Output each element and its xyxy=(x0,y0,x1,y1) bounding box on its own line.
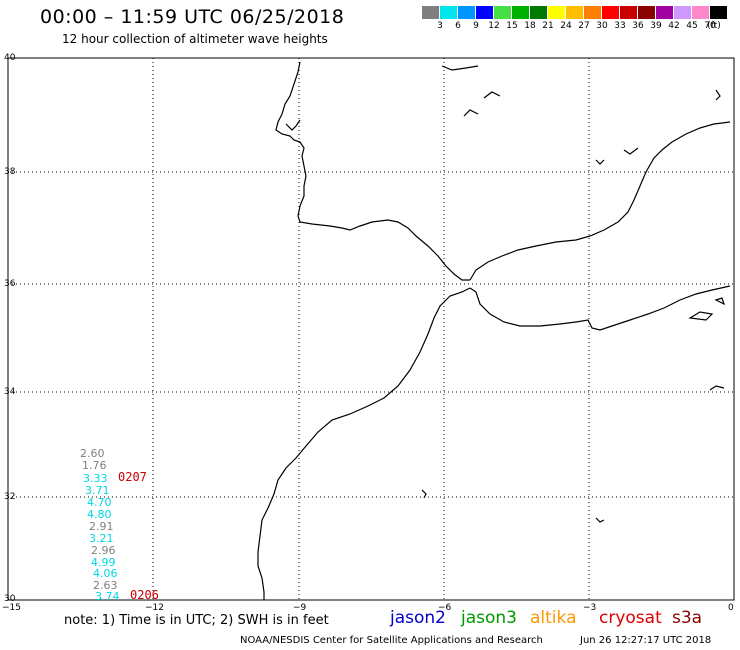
spain-interior-border-4 xyxy=(595,159,605,165)
colorbar-tick-label: 24 xyxy=(560,21,572,31)
swh-value: 4.80 xyxy=(87,508,112,521)
colorbar-swatch xyxy=(530,6,547,19)
colorbar-swatch xyxy=(548,6,565,19)
latitude-label: 30 xyxy=(4,594,16,604)
morocco-atlantic-coast xyxy=(257,287,471,600)
colorbar-swatch xyxy=(422,6,439,19)
swh-value: 4.70 xyxy=(87,496,112,509)
spain-interior-border-5 xyxy=(623,147,639,155)
colorbar-tick-label: 45 xyxy=(686,21,698,31)
colorbar-swatch xyxy=(458,6,475,19)
footer-note: note: 1) Time is in UTC; 2) SWH is in fe… xyxy=(64,613,329,628)
latitude-label: 38 xyxy=(4,167,16,177)
iberia-mediterranean-coast xyxy=(469,121,731,281)
colorbar-swatch xyxy=(638,6,655,19)
latitude-label: 40 xyxy=(4,53,16,63)
colorbar-swatch xyxy=(692,6,709,19)
satellite-legend-item: jason3 xyxy=(461,608,517,628)
swh-value: 3.74 xyxy=(95,590,120,603)
colorbar-tick-label: 9 xyxy=(473,21,479,31)
spain-interior-border-3 xyxy=(483,91,501,99)
credit-line: NOAA/NESDIS Center for Satellite Applica… xyxy=(240,635,543,646)
spain-interior-border-1 xyxy=(441,65,479,71)
colorbar-swatch xyxy=(710,6,727,19)
latitude-label: 36 xyxy=(4,279,16,289)
north-africa-mediterranean-coast xyxy=(469,285,731,331)
swh-value: 4.99 xyxy=(91,556,116,569)
swh-value: 3.21 xyxy=(89,532,114,545)
grid-lines xyxy=(8,58,734,600)
longitude-label: −12 xyxy=(145,603,164,613)
african-interior-detail-1 xyxy=(421,489,427,499)
colorbar-swatch xyxy=(494,6,511,19)
swh-value: 2.96 xyxy=(91,544,116,557)
satellite-legend-item: altika xyxy=(530,608,577,628)
balearic-islands xyxy=(688,297,726,321)
swh-value: 2.91 xyxy=(89,520,114,533)
colorbar-swatch xyxy=(566,6,583,19)
swh-value: 2.63 xyxy=(93,579,118,592)
colorbar-swatch xyxy=(512,6,529,19)
chart-subtitle: 12 hour collection of altimeter wave hei… xyxy=(62,32,328,46)
colorbar-tick-label: 3 xyxy=(437,21,443,31)
swh-value: 3.71 xyxy=(85,484,110,497)
colorbar-tick-label: 15 xyxy=(506,21,518,31)
longitude-label: −3 xyxy=(583,603,597,613)
longitude-label: 0 xyxy=(728,603,734,613)
generation-timestamp: Jun 26 12:27:17 UTC 2018 xyxy=(580,635,712,646)
gulf-tagus xyxy=(285,119,301,131)
colorbar-swatch xyxy=(620,6,637,19)
map-frame xyxy=(7,57,735,601)
iberia-atlantic-coast xyxy=(275,61,470,281)
swh-value: 1.76 xyxy=(82,459,107,472)
latitude-label: 34 xyxy=(4,387,16,397)
colorbar-tick-label: 42 xyxy=(668,21,680,31)
colorbar-tick-label: 70 xyxy=(704,21,716,31)
colorbar-swatch xyxy=(584,6,601,19)
colorbar-tick-label: 27 xyxy=(578,21,590,31)
colorbar-tick-label: 36 xyxy=(632,21,644,31)
spain-interior-border-2 xyxy=(463,109,479,117)
chart-title: 00:00 – 11:59 UTC 06/25/2018 xyxy=(40,6,345,28)
swh-value: 3.33 xyxy=(83,472,108,485)
spain-interior-border-6 xyxy=(715,89,721,101)
colorbar-tick-label: 39 xyxy=(650,21,662,31)
colorbar-swatch xyxy=(674,6,691,19)
colorbar-tick-label: 33 xyxy=(614,21,626,31)
colorbar-swatch xyxy=(602,6,619,19)
longitude-label: −6 xyxy=(438,603,452,613)
colorbar-tick-label: 30 xyxy=(596,21,608,31)
colorbar-swatch xyxy=(656,6,673,19)
longitude-label: −9 xyxy=(293,603,307,613)
swh-value: 2.60 xyxy=(80,447,105,460)
colorbar-tick-label: 18 xyxy=(524,21,536,31)
colorbar-tick-label: 12 xyxy=(488,21,500,31)
longitude-label: −15 xyxy=(2,603,21,613)
colorbar-unit-label: (ft) xyxy=(707,21,721,31)
colorbar-tick-label: 21 xyxy=(542,21,554,31)
colorbar-swatch xyxy=(476,6,493,19)
colorbar-tick-label: 6 xyxy=(455,21,461,31)
satellite-legend-item: s3a xyxy=(672,608,703,628)
pass-time-label: 0207 xyxy=(118,470,147,484)
swh-value: 4.06 xyxy=(93,567,118,580)
african-interior-detail-3 xyxy=(709,385,725,391)
pass-time-label: 0206 xyxy=(130,588,159,602)
coastlines xyxy=(257,61,731,600)
satellite-legend-item: jason2 xyxy=(390,608,446,628)
colorbar-swatch xyxy=(440,6,457,19)
african-interior-detail-2 xyxy=(595,517,605,523)
latitude-label: 32 xyxy=(4,492,16,502)
satellite-legend-item: cryosat xyxy=(599,608,662,628)
